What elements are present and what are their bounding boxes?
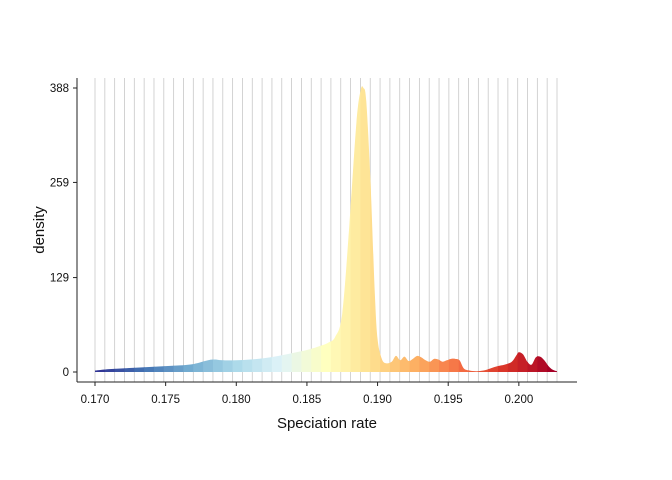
density-band (547, 86, 557, 372)
x-tick-label: 0.175 (151, 394, 180, 406)
density-band (291, 86, 303, 372)
density-band (114, 86, 126, 372)
density-area-outline (95, 86, 557, 372)
x-ticks: 0.170 0.175 0.180 0.185 0.190 0.195 0.200 (81, 382, 533, 406)
density-band (95, 86, 106, 372)
density-band (163, 86, 175, 372)
x-tick-label: 0.170 (81, 394, 110, 406)
density-band (360, 86, 371, 372)
density-band (183, 86, 194, 372)
density-band (252, 86, 263, 372)
y-tick-label: 0 (63, 367, 69, 379)
density-band (173, 86, 185, 372)
density-band (399, 86, 411, 372)
x-tick-label: 0.195 (434, 394, 463, 406)
density-band (330, 86, 342, 372)
density-band (193, 86, 204, 372)
density-band (271, 86, 283, 372)
x-tick-label: 0.185 (293, 394, 322, 406)
y-tick-label: 259 (50, 177, 69, 189)
density-band (507, 86, 519, 372)
axes (76, 78, 577, 383)
density-band (350, 86, 362, 372)
density-band (527, 86, 538, 372)
density-band (468, 86, 479, 372)
y-tick-label: 129 (50, 273, 69, 285)
density-band (419, 86, 430, 372)
density-band (478, 86, 489, 372)
density-band (281, 86, 293, 372)
density-band (340, 86, 352, 372)
density-band (144, 86, 155, 372)
density-band (203, 86, 214, 372)
density-band (537, 86, 548, 372)
density-band (311, 86, 322, 372)
density-band (498, 86, 509, 372)
density-band (429, 86, 440, 372)
density-band (488, 86, 499, 372)
density-band (517, 86, 529, 372)
density-band (134, 86, 145, 372)
density-band (104, 86, 116, 372)
density-band (242, 86, 253, 372)
density-band (124, 86, 135, 372)
density-band (321, 86, 332, 372)
density-band (458, 86, 470, 372)
density-band (222, 86, 234, 372)
density-band (409, 86, 420, 372)
density-band (301, 86, 312, 372)
y-tick-label: 388 (50, 83, 69, 95)
y-axis-title: density (31, 206, 48, 254)
x-tick-label: 0.200 (504, 394, 533, 406)
density-band (380, 86, 391, 372)
density-band (232, 86, 244, 372)
density-band (389, 86, 401, 372)
grid-lines (94, 78, 558, 382)
density-band (370, 86, 381, 372)
density-band (212, 86, 224, 372)
density-band (448, 86, 460, 372)
density-band (439, 86, 450, 372)
x-tick-label: 0.180 (222, 394, 251, 406)
density-band (153, 86, 165, 372)
density-band (262, 86, 273, 372)
y-ticks: 0 129 259 388 (50, 83, 77, 379)
x-tick-label: 0.190 (363, 394, 392, 406)
x-axis-title: Speciation rate (277, 415, 377, 432)
